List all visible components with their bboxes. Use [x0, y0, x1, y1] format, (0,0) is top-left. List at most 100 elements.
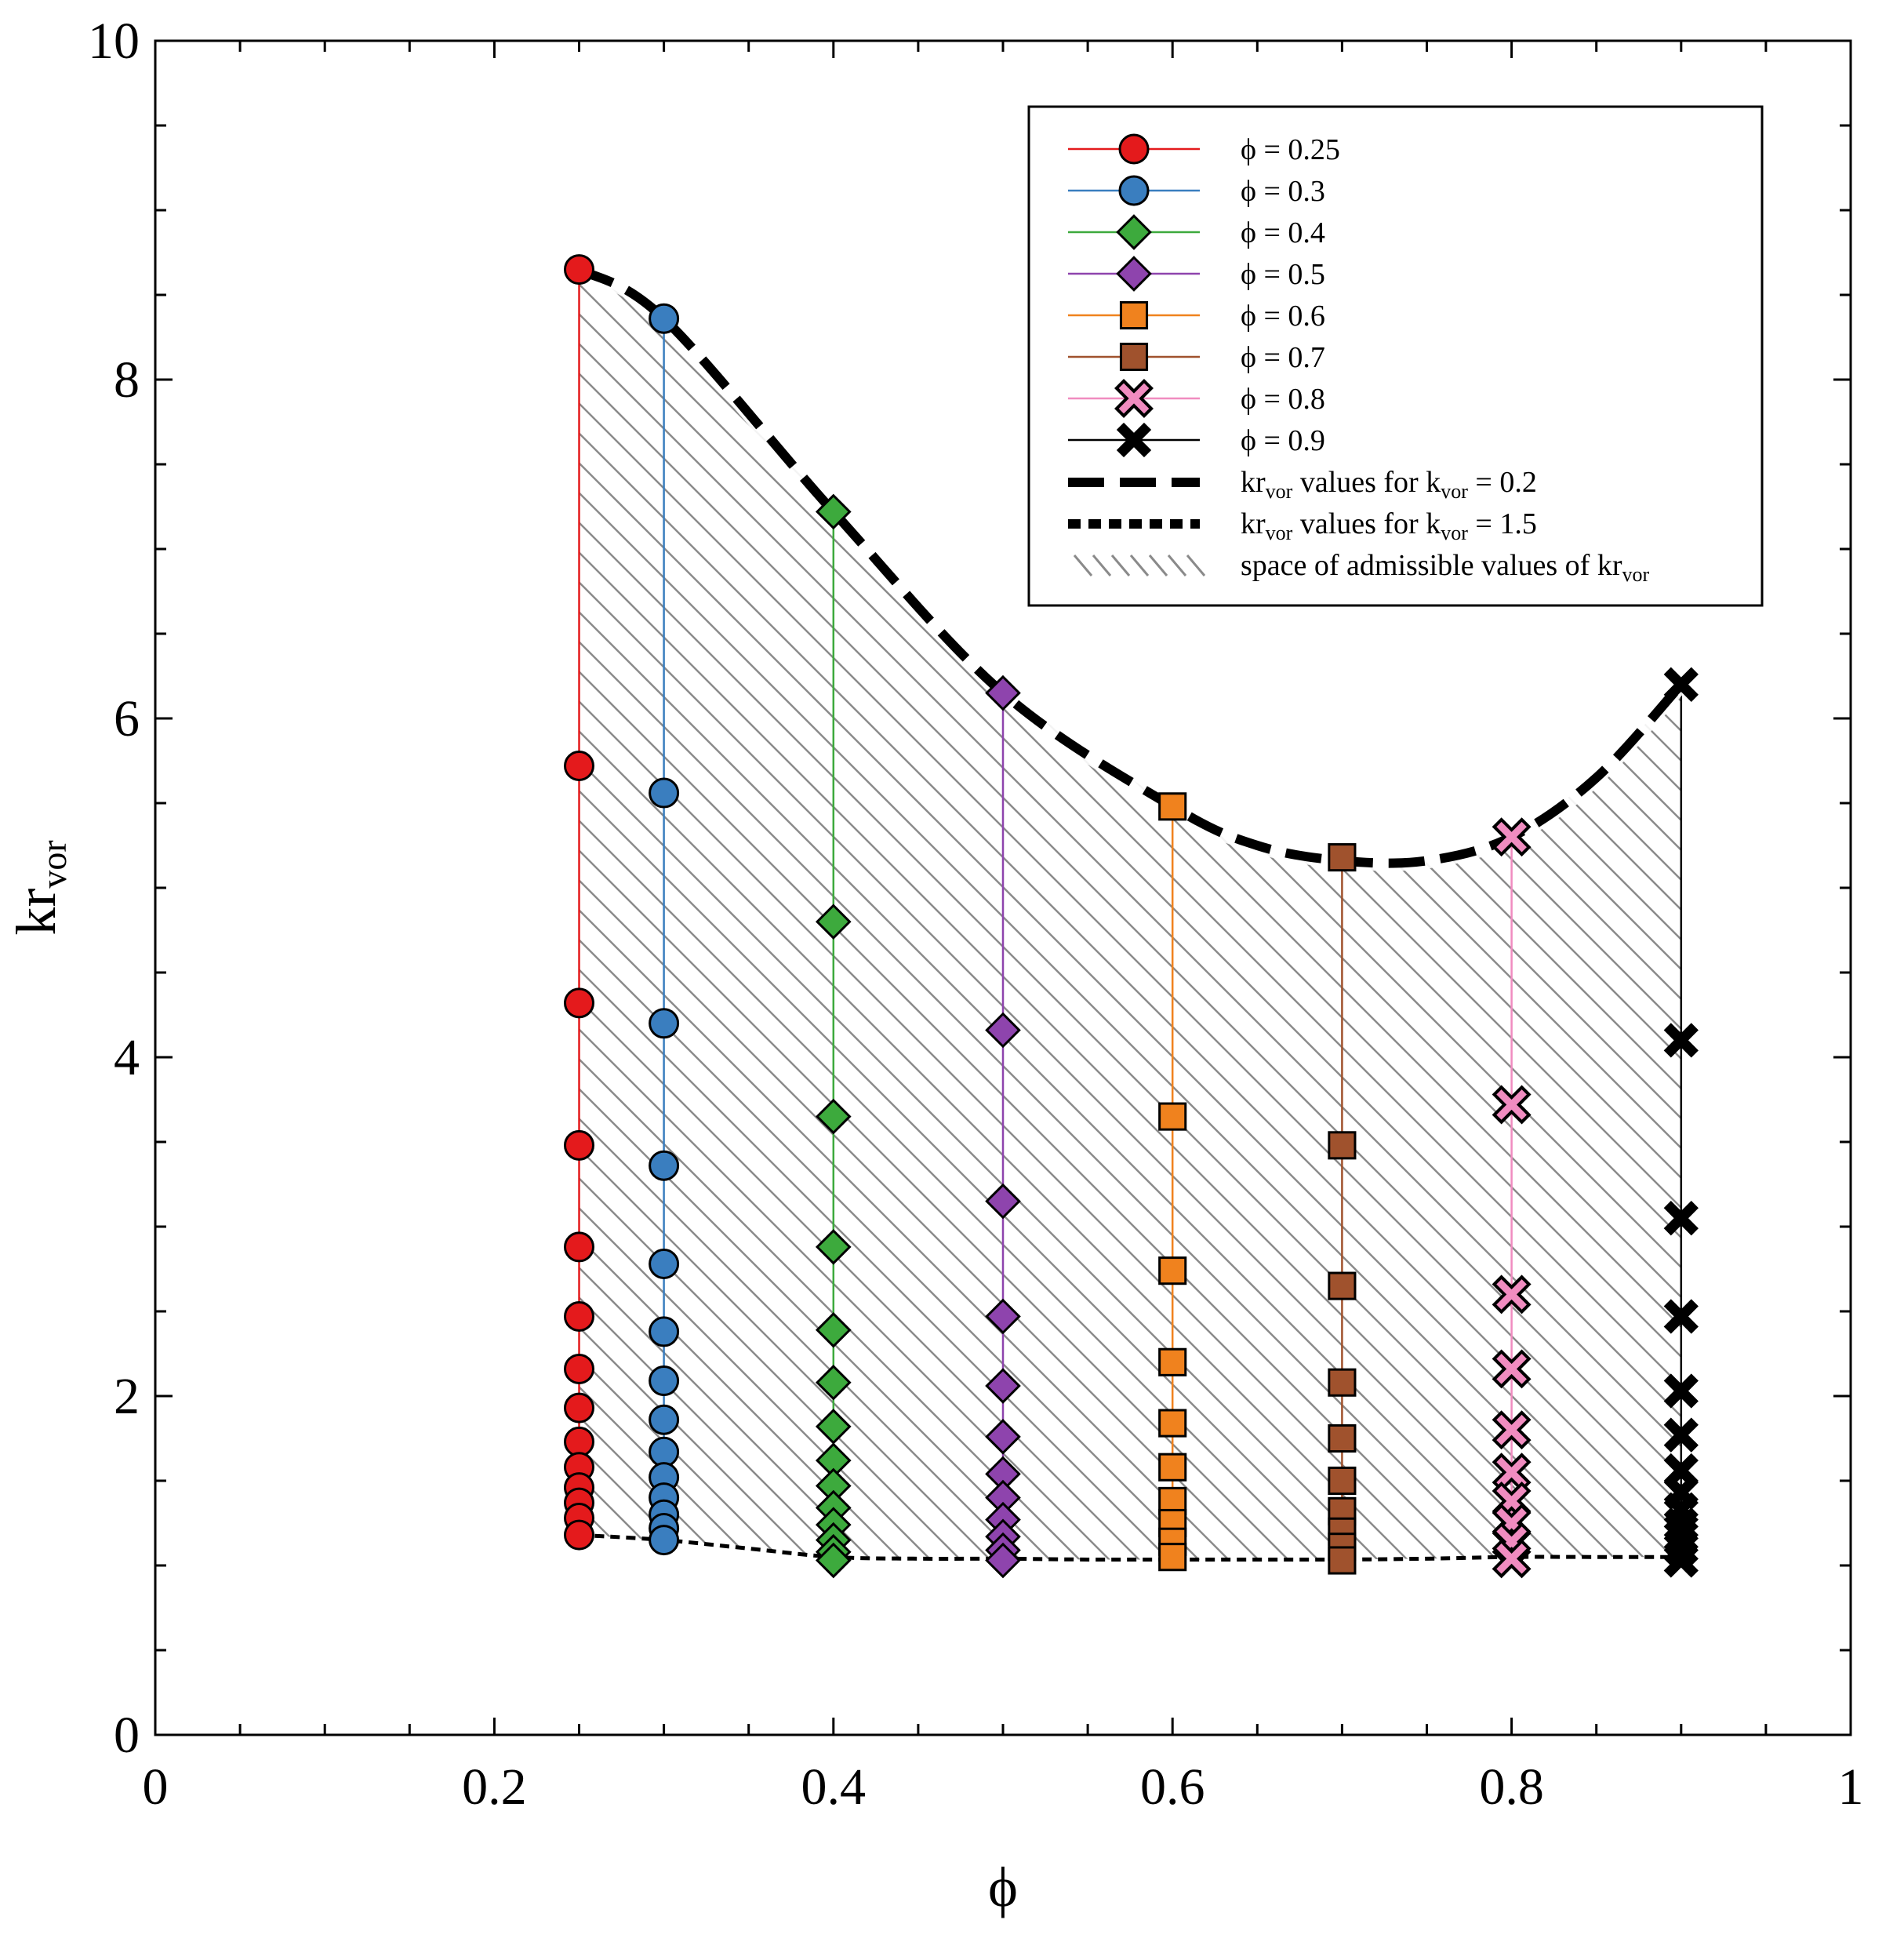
hatch-line	[579, 269, 1578, 1560]
legend-hatch-line	[1110, 554, 1131, 576]
hatch-line	[579, 269, 1681, 1560]
x-tick-label-5: 1	[1838, 1758, 1864, 1816]
x-fill	[1663, 1201, 1699, 1236]
series-4-point-4	[1158, 1409, 1187, 1438]
hatch-line	[579, 269, 1637, 1560]
legend-marker-1	[1118, 175, 1150, 206]
legend-label-2: ϕ = 0.4	[1241, 216, 1325, 249]
hatch-line	[579, 269, 1681, 1560]
series-3-point-4	[985, 1368, 1021, 1404]
hatch-line	[579, 269, 1681, 1560]
legend-hatch-line	[1167, 554, 1187, 576]
series-6-point-9	[1492, 1539, 1532, 1579]
hatch-line	[579, 269, 1681, 1560]
hatch-line	[579, 269, 1681, 1560]
series-1-point-0	[649, 303, 680, 334]
series-5-point-9	[1328, 1546, 1357, 1575]
series-1-point-4	[649, 1249, 680, 1280]
series-1-point-5	[649, 1316, 680, 1347]
x-fill	[1118, 383, 1150, 414]
series-0-point-1	[564, 750, 594, 781]
series-1-point-7	[649, 1404, 680, 1435]
series-1-point-2	[649, 1008, 680, 1039]
legend-hatch-line	[1073, 554, 1093, 576]
hatch-line	[579, 269, 1681, 1560]
series-5-point-2	[1328, 1271, 1357, 1300]
hatch-line	[579, 269, 1681, 1560]
hatch-line	[579, 269, 1681, 1560]
series-0-point-13	[564, 1519, 594, 1551]
hatch-line	[579, 269, 1681, 1560]
legend-label-curve-0: krvor values for kvor = 0.2	[1241, 466, 1537, 503]
series-4-point-3	[1158, 1347, 1187, 1376]
series-2-point-2	[815, 1098, 852, 1135]
legend-hatch-line	[1129, 554, 1150, 576]
legend-label-0: ϕ = 0.25	[1241, 133, 1340, 166]
series-3-point-0	[985, 674, 1021, 711]
legend-marker-4	[1119, 300, 1149, 330]
x-tick-label-4: 0.8	[1479, 1758, 1544, 1816]
series-6-point-3	[1492, 1349, 1532, 1389]
x-tick-label-3: 0.6	[1140, 1758, 1205, 1816]
legend-label-1: ϕ = 0.3	[1241, 175, 1325, 208]
x-fill	[1663, 1453, 1699, 1489]
legend-label-4: ϕ = 0.6	[1241, 300, 1325, 333]
y-tick-label-5: 10	[88, 13, 140, 70]
series-0-point-2	[564, 987, 594, 1019]
y-tick-label-3: 6	[114, 690, 140, 747]
x-tick-label-1: 0.2	[462, 1758, 527, 1816]
series-6-point-1	[1492, 1085, 1532, 1125]
series-4-point-1	[1158, 1102, 1187, 1131]
series-3-point-5	[985, 1419, 1021, 1455]
series-0-point-4	[564, 1231, 594, 1263]
series-1-point-1	[649, 777, 680, 809]
series-0-point-7	[564, 1392, 594, 1424]
series-4-point-0	[1158, 792, 1187, 821]
series-7-point-4	[1663, 1373, 1699, 1409]
x-tick-label-0: 0	[143, 1758, 169, 1816]
legend: ϕ = 0.25 ϕ = 0.3 ϕ = 0.4 ϕ = 0.5 ϕ = 0.6 ϕ = …	[1027, 105, 1764, 607]
series-7-point-1	[1663, 1023, 1699, 1058]
y-tick-label-4: 8	[114, 351, 140, 409]
series-5-point-3	[1328, 1368, 1357, 1397]
x-fill	[1663, 1543, 1699, 1578]
legend-label-6: ϕ = 0.8	[1241, 383, 1325, 416]
legend-label-hatch: space of admissible values of krvor	[1241, 549, 1649, 586]
series-2-point-1	[815, 904, 852, 940]
series-2-point-5	[815, 1364, 852, 1401]
legend-label-3: ϕ = 0.5	[1241, 258, 1325, 291]
curve-1-kvor-1.5	[579, 1533, 1681, 1562]
legend-label-7: ϕ = 0.9	[1241, 424, 1325, 457]
series-7-point-12	[1663, 1543, 1699, 1578]
marker-layer	[564, 254, 1699, 1579]
hatch-line	[579, 269, 1681, 1560]
series-2-point-0	[815, 493, 852, 530]
x-fill	[1663, 1023, 1699, 1058]
x-fill	[1496, 821, 1527, 853]
x-fill	[1496, 1354, 1527, 1384]
series-5-point-0	[1328, 843, 1357, 872]
hatch-line	[579, 269, 1681, 1560]
legend-marker-5	[1119, 342, 1149, 372]
series-3-point-1	[985, 1012, 1021, 1049]
x-tick-label-2: 0.4	[801, 1758, 867, 1816]
series-0-point-0	[564, 254, 594, 285]
series-6-point-2	[1492, 1274, 1532, 1314]
series-1-point-6	[649, 1365, 680, 1397]
hatch-line	[579, 269, 1681, 1560]
x-fill	[1496, 1089, 1527, 1120]
x-fill	[1496, 1414, 1527, 1445]
series-5-point-5	[1328, 1466, 1357, 1496]
legend-label-curve-1: krvor values for kvor = 1.5	[1241, 507, 1537, 544]
series-4-point-5	[1158, 1453, 1187, 1482]
y-axis-title: krvor	[5, 840, 74, 935]
series-0-point-8	[564, 1426, 594, 1457]
legend-marker-3	[1116, 256, 1152, 292]
x-fill	[1663, 1299, 1699, 1334]
series-1-point-8	[649, 1436, 680, 1467]
y-tick-label-1: 2	[114, 1368, 140, 1425]
legend-marker-2	[1116, 214, 1152, 250]
